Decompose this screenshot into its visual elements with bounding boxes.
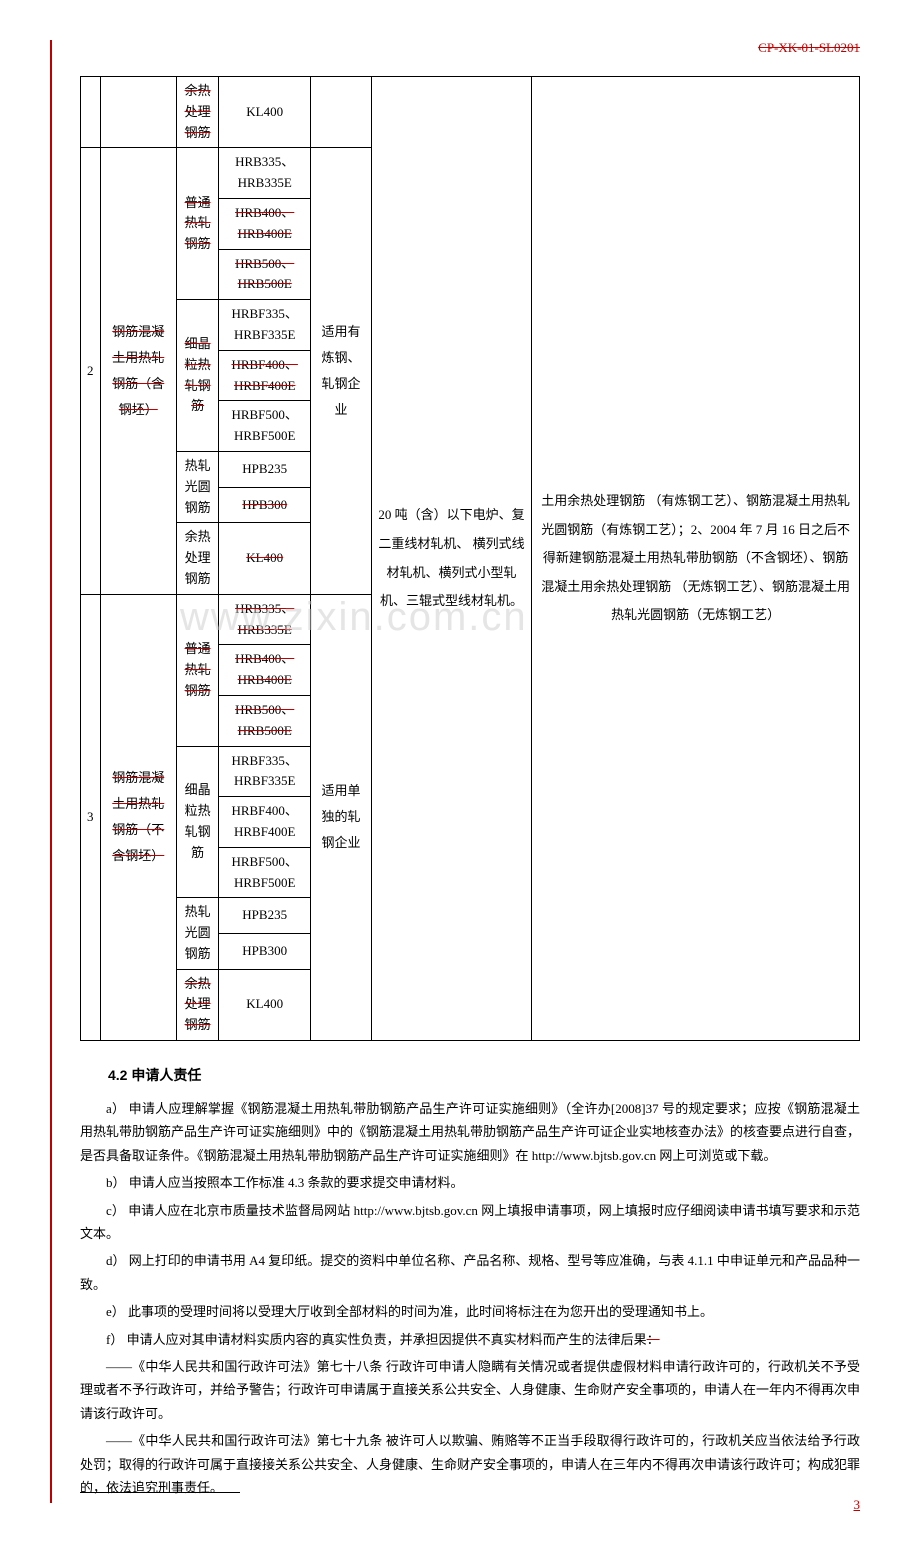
paragraph-d: d） 网上打印的申请书用 A4 复印纸。提交的资料中单位名称、产品名称、规格、型… — [80, 1249, 860, 1296]
cell: HRBF400、HRBF400E — [219, 350, 311, 401]
index-cell: 2 — [81, 148, 101, 594]
cell: HRBF400、HRBF400E — [219, 797, 311, 848]
cell: HPB235 — [219, 451, 311, 487]
cell: KL400 — [219, 969, 311, 1040]
cell: 热轧光圆钢筋 — [177, 451, 219, 522]
cell: HPB300 — [219, 933, 311, 969]
cell: 余热处理钢筋 — [177, 77, 219, 148]
product-table: 余热处理钢筋 KL400 20 吨（含）以下电炉、复二重线材轧机、 横列式线材轧… — [80, 76, 860, 1041]
cell: HRBF500、HRBF500E — [219, 401, 311, 452]
notes-cell: 土用余热处理钢筋 （有炼钢工艺）、钢筋混凝土用热轧光圆钢筋（有炼钢工艺）；2、2… — [532, 77, 860, 1041]
cell: KL400 — [219, 523, 311, 594]
struck-colon: ： — [647, 1332, 660, 1347]
cell: 热轧光圆钢筋 — [177, 898, 219, 969]
scope-cell: 适用单独的轧钢企业 — [311, 594, 371, 1040]
section-title: 4.2 申请人责任 — [108, 1065, 860, 1085]
paragraph-law78: ——《中华人民共和国行政许可法》第七十八条 行政许可申请人隐瞒有关情况或者提供虚… — [80, 1355, 860, 1425]
paragraph-e: e） 此事项的受理时间将以受理大厅收到全部材料的时间为准，此时间将标注在为您开出… — [80, 1300, 860, 1323]
page-container: CP-XK-01-SL0201 余热处理钢筋 KL400 20 吨（含）以下电炉… — [0, 0, 920, 1543]
paragraph-f: f） 申请人应对其申请材料实质内容的真实性负责，并承担因提供不真实材料而产生的法… — [80, 1328, 860, 1351]
index-cell: 3 — [81, 594, 101, 1040]
doc-code: CP-XK-01-SL0201 — [80, 40, 860, 56]
scope-cell: 适用有炼钢、轧钢企业 — [311, 148, 371, 594]
cell: HRBF335、HRBF335E — [219, 746, 311, 797]
cell: 细晶粒热轧钢筋 — [177, 300, 219, 452]
paragraph-c: c） 申请人应在北京市质量技术监督局网站 http://www.bjtsb.go… — [80, 1199, 860, 1246]
revision-bar — [50, 40, 52, 1503]
cell: HRB400、HRB400E — [219, 645, 311, 696]
cell: HPB300 — [219, 487, 311, 523]
cell: 余热处理钢筋 — [177, 523, 219, 594]
cell: HRBF335、HRBF335E — [219, 300, 311, 351]
cell: HRB500、HRB500E — [219, 695, 311, 746]
cell: HRB335、HRB335E — [219, 594, 311, 645]
cell: HRB400、HRB400E — [219, 198, 311, 249]
group-cell: 钢筋混凝土用热轧钢筋（不含钢坯） — [100, 594, 177, 1040]
paragraph-law79: ——《中华人民共和国行政许可法》第七十九条 被许可人以欺骗、贿赂等不正当手段取得… — [80, 1429, 860, 1499]
page-number: 3 — [854, 1497, 861, 1513]
footer-rule — [80, 1492, 240, 1493]
cell: HPB235 — [219, 898, 311, 934]
cell: 余热处理钢筋 — [177, 969, 219, 1040]
cell: 普通热轧钢筋 — [177, 148, 219, 300]
cell: HRB500、HRB500E — [219, 249, 311, 300]
cell: KL400 — [219, 77, 311, 148]
paragraph-a: a） 申请人应理解掌握《钢筋混凝土用热轧带肋钢筋产品生产许可证实施细则》（全许办… — [80, 1097, 860, 1167]
group-cell: 钢筋混凝土用热轧钢筋（含钢坯） — [100, 148, 177, 594]
cell: 细晶粒热轧钢筋 — [177, 746, 219, 898]
cell: HRB335、HRB335E — [219, 148, 311, 199]
cell: HRBF500、HRBF500E — [219, 847, 311, 898]
cell: 普通热轧钢筋 — [177, 594, 219, 746]
restricted-equipment-cell: 20 吨（含）以下电炉、复二重线材轧机、 横列式线材轧机、横列式小型轧机、三辊式… — [371, 77, 532, 1041]
paragraph-f-text: f） 申请人应对其申请材料实质内容的真实性负责，并承担因提供不真实材料而产生的法… — [106, 1332, 647, 1347]
table-row: 余热处理钢筋 KL400 20 吨（含）以下电炉、复二重线材轧机、 横列式线材轧… — [81, 77, 860, 148]
paragraph-b: b） 申请人应当按照本工作标准 4.3 条款的要求提交申请材料。 — [80, 1171, 860, 1194]
